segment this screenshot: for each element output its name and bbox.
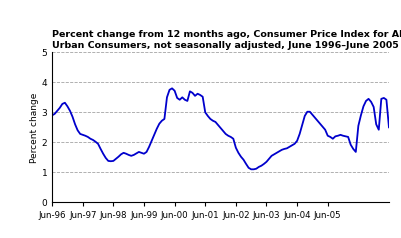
Y-axis label: Percent change: Percent change xyxy=(30,92,39,163)
Text: Percent change from 12 months ago, Consumer Price Index for All
Urban Consumers,: Percent change from 12 months ago, Consu… xyxy=(52,30,401,50)
